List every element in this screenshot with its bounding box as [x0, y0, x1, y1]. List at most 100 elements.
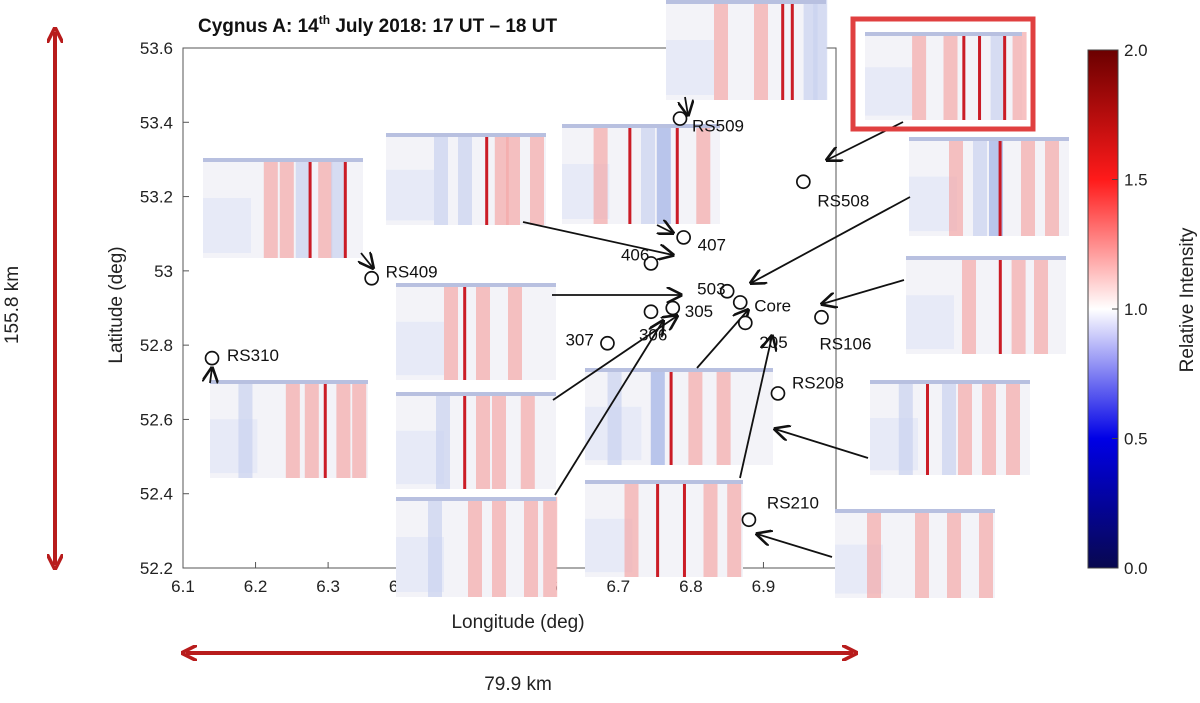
panel-tint — [906, 295, 954, 350]
leader-arrow — [685, 96, 688, 115]
panel-band — [943, 32, 958, 120]
dynamic-spectrum-panel — [835, 509, 995, 598]
leader-arrow — [775, 429, 869, 459]
dynamic-spectrum-panel — [396, 283, 556, 380]
x-tick-label: 6.2 — [244, 577, 268, 596]
x-tick-label: 6.7 — [607, 577, 631, 596]
x-tick-label: 6.1 — [171, 577, 195, 596]
leader-arrow — [657, 225, 673, 233]
panel-band — [285, 380, 300, 478]
panel-band — [508, 283, 522, 380]
panel-band — [458, 133, 472, 225]
station-marker — [814, 309, 829, 325]
panel-band — [650, 368, 665, 465]
colorbar-tick-label: 1.5 — [1124, 171, 1148, 190]
panel-band — [331, 158, 345, 258]
panel-band — [434, 133, 448, 225]
panel-band — [607, 368, 622, 465]
panel-top-strip — [906, 256, 1066, 260]
y-tick-label: 52.6 — [140, 410, 173, 429]
panel-band — [530, 133, 544, 225]
panel-band — [979, 509, 993, 598]
y-tick-label: 52.4 — [140, 485, 173, 504]
leader-arrow — [522, 221, 673, 255]
y-tick-label: 53.4 — [140, 113, 173, 132]
station-marker — [643, 256, 659, 271]
colorbar-tick-label: 1.0 — [1124, 300, 1148, 319]
y-tick-label: 53.6 — [140, 39, 173, 58]
panel-band — [1003, 32, 1007, 120]
panel-band — [279, 158, 294, 258]
dynamic-spectrum-panel — [203, 158, 363, 258]
station-marker — [741, 512, 757, 528]
panel-band — [494, 133, 509, 225]
station-label: RS210 — [767, 494, 819, 513]
station-marker — [719, 283, 735, 299]
station-marker — [364, 270, 379, 286]
panel-tint — [396, 321, 444, 376]
panel-band — [476, 283, 490, 380]
panel-band — [949, 137, 963, 236]
x-tick-label: 6.3 — [316, 577, 340, 596]
panel-band — [688, 368, 703, 465]
panel-band — [1012, 32, 1027, 120]
panel-band — [624, 480, 639, 577]
panel-top-strip — [870, 380, 1030, 384]
dynamic-spectrum-panel — [562, 124, 720, 224]
panel-band — [343, 158, 347, 258]
panel-band — [813, 0, 828, 100]
panel-band — [727, 480, 742, 577]
station-label: 205 — [759, 333, 787, 352]
dynamic-spectrum-panel — [386, 133, 546, 225]
panel-top-strip — [203, 158, 363, 162]
panel-band — [781, 0, 785, 100]
panel-top-strip — [210, 380, 368, 384]
panel-band — [898, 380, 913, 475]
panel-band — [463, 283, 467, 380]
panel-top-strip — [396, 497, 556, 501]
panel-top-strip — [585, 480, 743, 484]
panel-band — [263, 158, 278, 258]
panel-band — [352, 380, 367, 478]
panel-band — [238, 380, 253, 478]
panel-band — [304, 380, 319, 478]
panel-band — [593, 124, 608, 224]
colorbar-tick-label: 0.5 — [1124, 430, 1148, 449]
highlight-box — [850, 16, 1036, 132]
panel-band — [962, 32, 966, 120]
station-label: RS310 — [227, 346, 279, 365]
panel-top-strip — [562, 124, 720, 128]
panel-band — [973, 137, 987, 236]
chart-title: Cygnus A: 14th July 2018: 17 UT – 18 UT — [198, 13, 557, 37]
station-marker — [676, 230, 691, 245]
station-marker — [732, 295, 748, 310]
panel-band — [308, 158, 312, 258]
panel-band — [998, 137, 1002, 236]
panel-band — [476, 392, 490, 489]
station-marker — [665, 300, 681, 316]
leader-arrow — [361, 253, 373, 268]
panel-tint — [865, 67, 913, 116]
panel-top-strip — [835, 509, 995, 513]
panel-band — [703, 480, 718, 577]
station-marker — [600, 335, 615, 351]
panel-band — [982, 380, 996, 475]
panel-band — [958, 380, 972, 475]
panel-band — [790, 0, 794, 100]
panel-band — [520, 392, 535, 489]
panel-band — [714, 0, 728, 100]
panel-band — [912, 32, 927, 120]
station-label: 407 — [698, 235, 726, 254]
colorbar-tick-label: 0.0 — [1124, 559, 1148, 578]
y-tick-label: 53.2 — [140, 188, 173, 207]
station-label: 406 — [621, 245, 649, 264]
station-markers: RS509 RS508 407 406 RS409 503 Core 305 306 205 RS1… — [204, 111, 871, 528]
panel-top-strip — [666, 0, 826, 4]
dynamic-spectrum-panel — [585, 480, 743, 577]
x-tick-label: 6.9 — [752, 577, 776, 596]
panel-band — [942, 380, 956, 475]
dynamic-spectrum-panel — [396, 392, 556, 489]
station-marker — [204, 350, 220, 366]
panel-band — [1021, 137, 1035, 236]
lon-scale-label: 79.9 km — [484, 674, 552, 695]
